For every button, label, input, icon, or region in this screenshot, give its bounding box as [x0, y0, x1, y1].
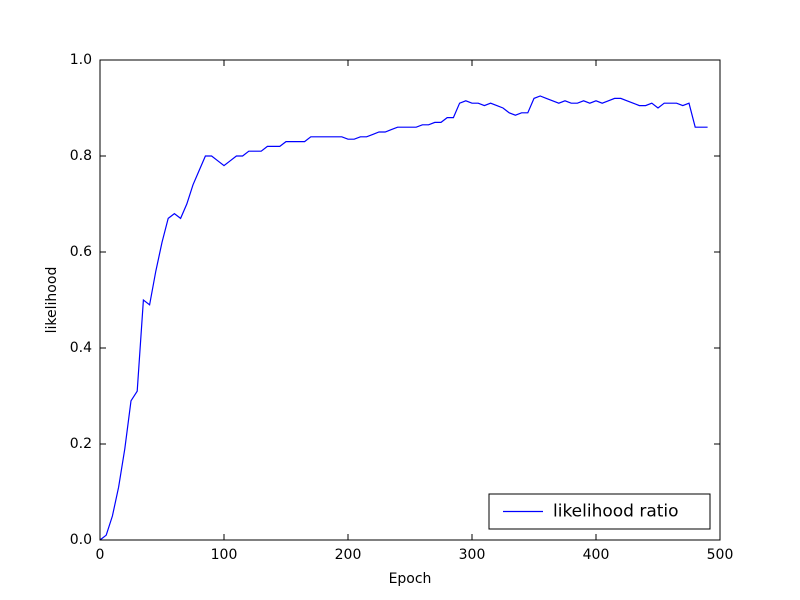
y-tick-label: 1.0 — [70, 52, 92, 68]
x-tick-label: 300 — [459, 547, 486, 563]
x-tick-label: 500 — [707, 547, 734, 563]
x-tick-label: 0 — [96, 547, 105, 563]
y-axis-label: likelihood — [44, 267, 60, 334]
y-tick-label: 0.6 — [70, 244, 92, 260]
y-tick-label: 0.0 — [70, 532, 92, 548]
y-tick-label: 0.4 — [70, 340, 92, 356]
x-tick-label: 100 — [211, 547, 238, 563]
y-tick-label: 0.2 — [70, 436, 92, 452]
plot-frame — [99, 59, 721, 541]
x-axis-label: Epoch — [389, 571, 432, 587]
x-tick-label: 400 — [583, 547, 610, 563]
x-tick-label: 200 — [335, 547, 362, 563]
y-tick-label: 0.8 — [70, 148, 92, 164]
legend-label: likelihood ratio — [553, 502, 679, 522]
data-line — [99, 95, 708, 541]
